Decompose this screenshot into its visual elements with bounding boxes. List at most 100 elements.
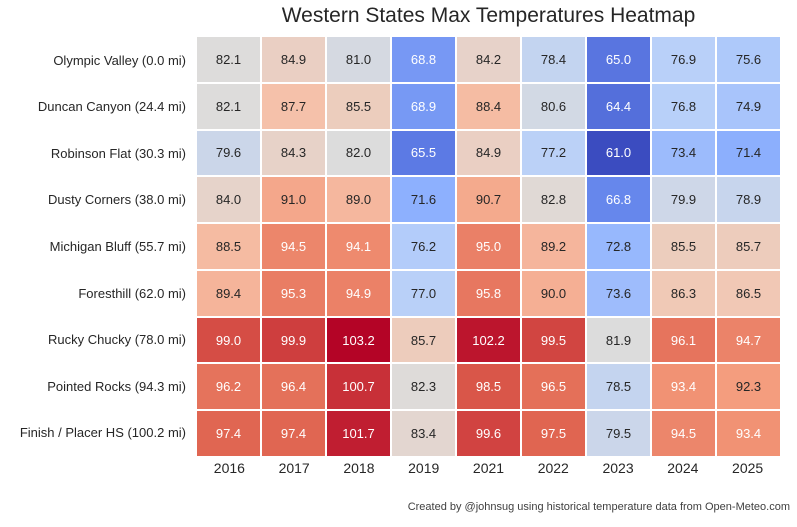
- y-axis-labels: Olympic Valley (0.0 mi) Duncan Canyon (24…: [0, 37, 192, 456]
- heatmap-cell: 103.2: [327, 317, 390, 363]
- heatmap-grid: 82.1 84.9 81.0 68.8 84.2 78.4 65.0 76.9 75.6 82.1…: [197, 37, 780, 456]
- heatmap-cell: 82.1: [197, 37, 260, 82]
- heatmap-cell: 85.5: [327, 83, 390, 129]
- heatmap-cell: 96.1: [652, 317, 715, 363]
- heatmap-cell: 94.7: [717, 317, 780, 363]
- heatmap-cell: 84.2: [457, 37, 520, 82]
- heatmap-cell: 82.8: [522, 177, 585, 223]
- heatmap-cell: 88.5: [197, 224, 260, 269]
- heatmap-cell: 89.0: [327, 177, 390, 223]
- heatmap-cell: 64.4: [587, 83, 650, 129]
- heatmap-cell: 93.4: [652, 364, 715, 410]
- row-label: Olympic Valley (0.0 mi): [53, 52, 186, 68]
- heatmap-cell: 98.5: [457, 364, 520, 410]
- heatmap-cell: 72.8: [587, 224, 650, 269]
- heatmap-cell: 78.5: [587, 364, 650, 410]
- heatmap-cell: 94.5: [652, 411, 715, 456]
- heatmap-cell: 102.2: [457, 317, 520, 363]
- heatmap-cell: 101.7: [327, 411, 390, 456]
- heatmap-cell: 84.0: [197, 177, 260, 223]
- heatmap-cell: 88.4: [457, 83, 520, 129]
- heatmap-cell: 97.4: [262, 411, 325, 456]
- heatmap-cell: 96.4: [262, 364, 325, 410]
- heatmap-cell: 76.2: [392, 224, 455, 269]
- heatmap-cell: 81.0: [327, 37, 390, 82]
- col-label: 2024: [667, 460, 699, 476]
- heatmap-cell: 68.9: [392, 83, 455, 129]
- x-axis-labels: 2016 2017 2018 2019 2021 2022 2023 2024 2025: [197, 460, 780, 480]
- heatmap-cell: 96.2: [197, 364, 260, 410]
- row-label: Michigan Bluff (55.7 mi): [49, 239, 186, 255]
- chart-title: Western States Max Temperatures Heatmap: [281, 4, 696, 27]
- heatmap-cell: 85.7: [392, 317, 455, 363]
- heatmap-cell: 89.2: [522, 224, 585, 269]
- attribution-text: Created by @johnsug using historical tem…: [407, 501, 790, 513]
- heatmap-cell: 61.0: [587, 130, 650, 176]
- heatmap-cell: 94.5: [262, 224, 325, 269]
- heatmap-cell: 78.9: [717, 177, 780, 223]
- heatmap-cell: 84.9: [457, 130, 520, 176]
- heatmap-cell: 81.9: [587, 317, 650, 363]
- heatmap-cell: 71.6: [392, 177, 455, 223]
- heatmap-cell: 95.8: [457, 270, 520, 316]
- heatmap-cell: 84.9: [262, 37, 325, 82]
- row-label: Rucky Chucky (78.0 mi): [48, 332, 186, 348]
- col-label: 2021: [472, 460, 505, 476]
- col-label: 2017: [278, 460, 310, 476]
- heatmap-cell: 77.2: [522, 130, 585, 176]
- heatmap-cell: 90.0: [522, 270, 585, 316]
- heatmap-cell: 66.8: [587, 177, 650, 223]
- heatmap-cell: 73.6: [587, 270, 650, 316]
- heatmap-cell: 65.0: [587, 37, 650, 82]
- col-label: 2022: [537, 460, 569, 476]
- heatmap-cell: 86.3: [652, 270, 715, 316]
- heatmap-cell: 83.4: [392, 411, 455, 456]
- heatmap-cell: 89.4: [197, 270, 260, 316]
- heatmap-cell: 92.3: [717, 364, 780, 410]
- heatmap-cell: 94.9: [327, 270, 390, 316]
- heatmap-cell: 87.7: [262, 83, 325, 129]
- col-label: 2023: [602, 460, 634, 476]
- col-label: 2025: [732, 460, 764, 476]
- heatmap-cell: 85.5: [652, 224, 715, 269]
- row-label: Foresthill (62.0 mi): [78, 285, 186, 301]
- heatmap-cell: 85.7: [717, 224, 780, 269]
- col-label: 2019: [408, 460, 440, 476]
- heatmap-cell: 96.5: [522, 364, 585, 410]
- heatmap-cell: 65.5: [392, 130, 455, 176]
- heatmap-cell: 78.4: [522, 37, 585, 82]
- heatmap-cell: 90.7: [457, 177, 520, 223]
- heatmap-cell: 97.4: [197, 411, 260, 456]
- heatmap-cell: 80.6: [522, 83, 585, 129]
- heatmap-cell: 99.6: [457, 411, 520, 456]
- row-label: Duncan Canyon (24.4 mi): [37, 99, 186, 115]
- heatmap-cell: 94.1: [327, 224, 390, 269]
- heatmap-cell: 82.0: [327, 130, 390, 176]
- heatmap-cell: 79.5: [587, 411, 650, 456]
- heatmap-cell: 99.5: [522, 317, 585, 363]
- heatmap-cell: 79.9: [652, 177, 715, 223]
- col-label: 2016: [213, 460, 245, 476]
- heatmap-cell: 74.9: [717, 83, 780, 129]
- heatmap-cell: 93.4: [717, 411, 780, 456]
- row-label: Dusty Corners (38.0 mi): [48, 192, 186, 208]
- heatmap-cell: 71.4: [717, 130, 780, 176]
- heatmap-cell: 99.9: [262, 317, 325, 363]
- heatmap-cell: 76.9: [652, 37, 715, 82]
- heatmap-cell: 86.5: [717, 270, 780, 316]
- heatmap-cell: 79.6: [197, 130, 260, 176]
- heatmap-cell: 77.0: [392, 270, 455, 316]
- heatmap-cell: 95.0: [457, 224, 520, 269]
- heatmap-cell: 76.8: [652, 83, 715, 129]
- heatmap-cell: 91.0: [262, 177, 325, 223]
- col-label: 2018: [343, 460, 375, 476]
- row-label: Pointed Rocks (94.3 mi): [47, 378, 186, 394]
- heatmap-cell: 82.3: [392, 364, 455, 410]
- heatmap-cell: 99.0: [197, 317, 260, 363]
- heatmap-cell: 100.7: [327, 364, 390, 410]
- row-label: Robinson Flat (30.3 mi): [50, 145, 186, 161]
- heatmap-cell: 75.6: [717, 37, 780, 82]
- heatmap-cell: 73.4: [652, 130, 715, 176]
- heatmap-cell: 68.8: [392, 37, 455, 82]
